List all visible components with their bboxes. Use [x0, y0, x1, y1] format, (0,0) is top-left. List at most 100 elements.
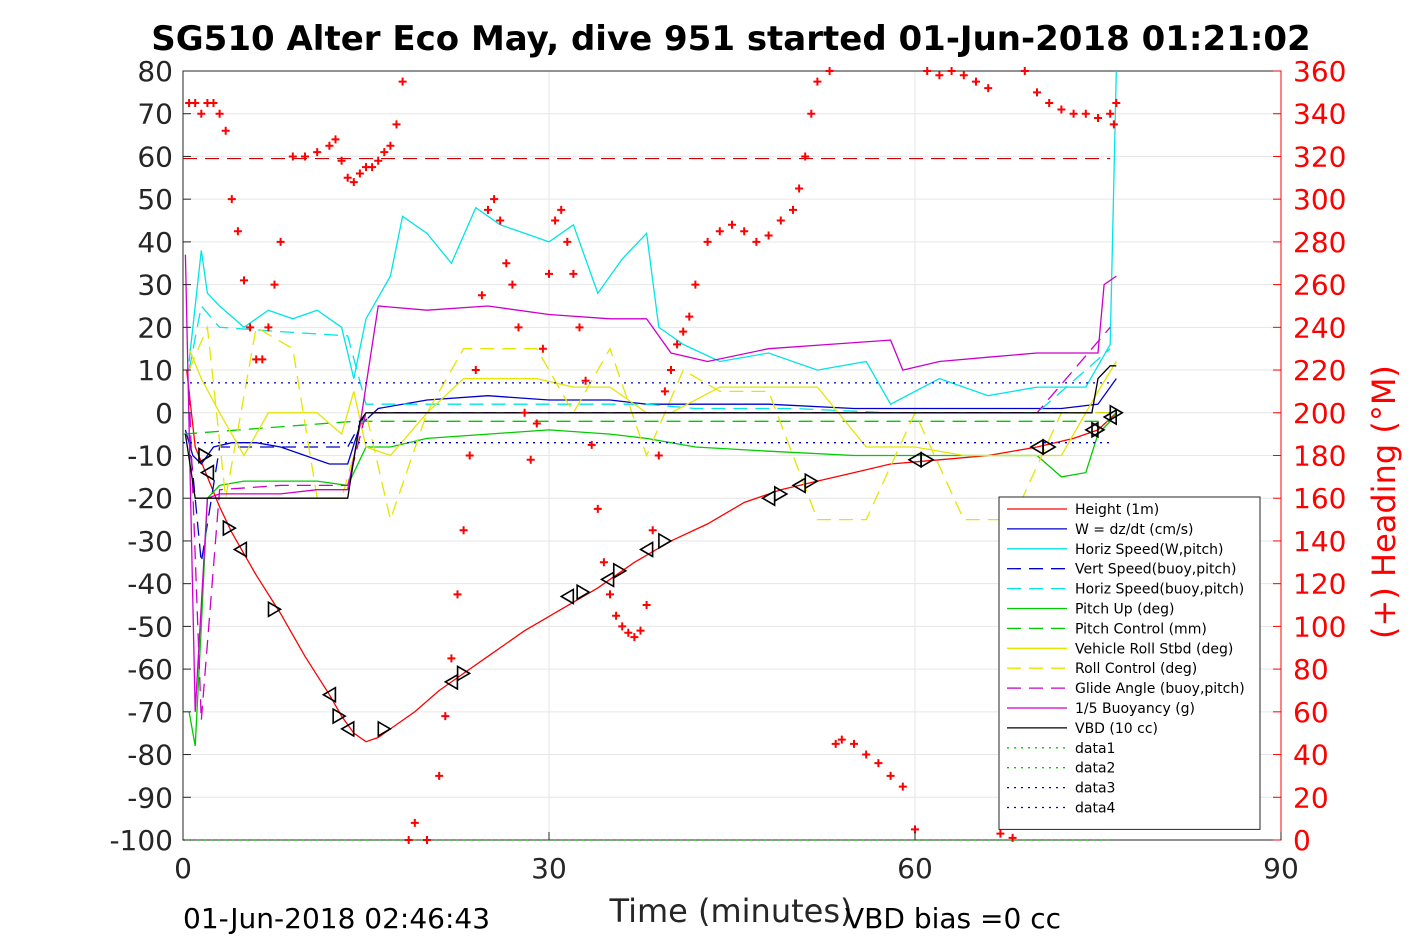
surfacing-marker — [612, 562, 628, 580]
y2-tick-label: 260 — [1293, 269, 1346, 302]
y-tick-label: -80 — [127, 739, 173, 772]
y-tick-label: -100 — [109, 824, 173, 857]
heading-point — [423, 836, 431, 844]
legend-entry: 1/5 Buoyancy (g) — [1075, 701, 1195, 717]
legend-entry: Pitch Up (deg) — [1075, 602, 1174, 618]
series-line-9 — [188, 326, 1111, 721]
heading-point — [398, 77, 407, 86]
heading-point — [392, 120, 401, 129]
legend-entry: VBD (10 cc) — [1075, 721, 1158, 737]
legend-entry: Horiz Speed(buoy,pitch) — [1075, 582, 1244, 598]
heading-point — [270, 280, 279, 289]
heading-point — [1094, 113, 1102, 122]
y2-tick-label: 40 — [1293, 739, 1329, 772]
y2-tick-label: 200 — [1293, 397, 1346, 430]
heading-point — [575, 323, 584, 332]
heading-point — [453, 590, 462, 599]
heading-point — [477, 291, 486, 300]
series-line-8 — [188, 324, 1111, 522]
heading-point — [1008, 833, 1017, 842]
heading-point — [337, 156, 346, 165]
heading-point — [630, 633, 639, 642]
y-tick-label: -10 — [127, 440, 173, 473]
heading-point — [233, 227, 242, 236]
x-axis-label: Time (minutes) — [609, 892, 853, 930]
heading-point — [545, 269, 553, 278]
legend: Height (1m) W = dz/dt (cm/s) Horiz Speed(W… — [998, 496, 1261, 830]
heading-point — [508, 280, 517, 289]
surfacing-marker — [576, 583, 591, 601]
y2-tick-label: 300 — [1293, 183, 1346, 216]
y2-tick-label: 220 — [1293, 354, 1346, 387]
series-line-2 — [188, 70, 1117, 406]
heading-point — [728, 220, 736, 229]
heading-point — [557, 205, 566, 214]
legend-entry: Pitch Control (mm) — [1075, 621, 1207, 637]
series-layer — [182, 70, 1117, 841]
timestamp-footer: 01-Jun-2018 02:46:43 — [183, 902, 490, 935]
heading-point — [465, 451, 474, 460]
surfacing-marker — [443, 673, 459, 691]
y-tick-label: 0 — [155, 397, 173, 430]
heading-point — [349, 178, 358, 187]
heading-point — [447, 654, 456, 663]
y-tick-label: 10 — [137, 354, 173, 387]
y2-tick-label: 280 — [1293, 226, 1346, 259]
series-line-0 — [186, 370, 1117, 743]
heading-point — [648, 526, 657, 535]
x-tick-label: 0 — [174, 852, 192, 885]
y-tick-label: -60 — [127, 653, 173, 686]
heading-point — [301, 152, 309, 161]
chart-title: SG510 Alter Eco May, dive 951 started 01… — [151, 19, 1310, 59]
heading-point — [691, 280, 700, 289]
heading-point — [673, 340, 682, 349]
legend-entry: Horiz Speed(W,pitch) — [1075, 542, 1223, 558]
surfacing-marker — [198, 447, 213, 464]
heading-point — [593, 504, 602, 513]
heading-point — [1045, 99, 1054, 108]
heading-layer — [185, 67, 1121, 844]
heading-point — [551, 216, 560, 225]
heading-point — [911, 825, 919, 834]
heading-point — [227, 195, 236, 204]
heading-point — [831, 739, 840, 748]
y2-tick-label: 120 — [1293, 568, 1346, 601]
heading-point — [563, 237, 572, 246]
heading-point — [404, 836, 413, 844]
x-tick-label: 30 — [531, 852, 567, 885]
heading-point — [624, 628, 633, 637]
heading-point — [313, 148, 322, 157]
heading-point — [380, 148, 389, 157]
heading-point — [715, 227, 724, 236]
heading-point — [526, 455, 535, 464]
heading-point — [520, 408, 529, 417]
heading-point — [435, 771, 444, 780]
y-tick-label: -40 — [127, 568, 173, 601]
legend-entry: data3 — [1075, 781, 1115, 797]
x-tick-label: 60 — [897, 852, 933, 885]
heading-point — [325, 141, 334, 150]
surfacing-marker — [340, 720, 355, 738]
series-line-1 — [184, 378, 1117, 466]
y2-tick-label: 80 — [1293, 653, 1329, 686]
series-line-6 — [182, 420, 1111, 435]
legend-entry: data2 — [1075, 761, 1115, 777]
y-tick-label: -30 — [127, 525, 173, 558]
heading-point — [685, 312, 694, 321]
heading-point — [606, 590, 614, 599]
heading-point — [618, 622, 627, 631]
heading-point — [581, 376, 590, 385]
marker-layer — [198, 404, 1124, 738]
heading-point — [740, 227, 749, 236]
axis-ticks: 80706050403020100-10-20-30-40-50-60-70-8… — [109, 55, 1346, 885]
heading-point — [331, 135, 340, 144]
surfacing-marker — [377, 720, 392, 738]
y-tick-label: -70 — [127, 696, 173, 729]
y-tick-label: -20 — [127, 482, 173, 515]
y-tick-label: 40 — [137, 226, 173, 259]
y2-tick-label: 360 — [1293, 55, 1346, 88]
surfacing-marker — [1042, 438, 1057, 456]
heading-point — [246, 323, 255, 332]
surfacing-marker — [456, 664, 472, 682]
legend-entry: W = dz/dt (cm/s) — [1075, 522, 1194, 538]
